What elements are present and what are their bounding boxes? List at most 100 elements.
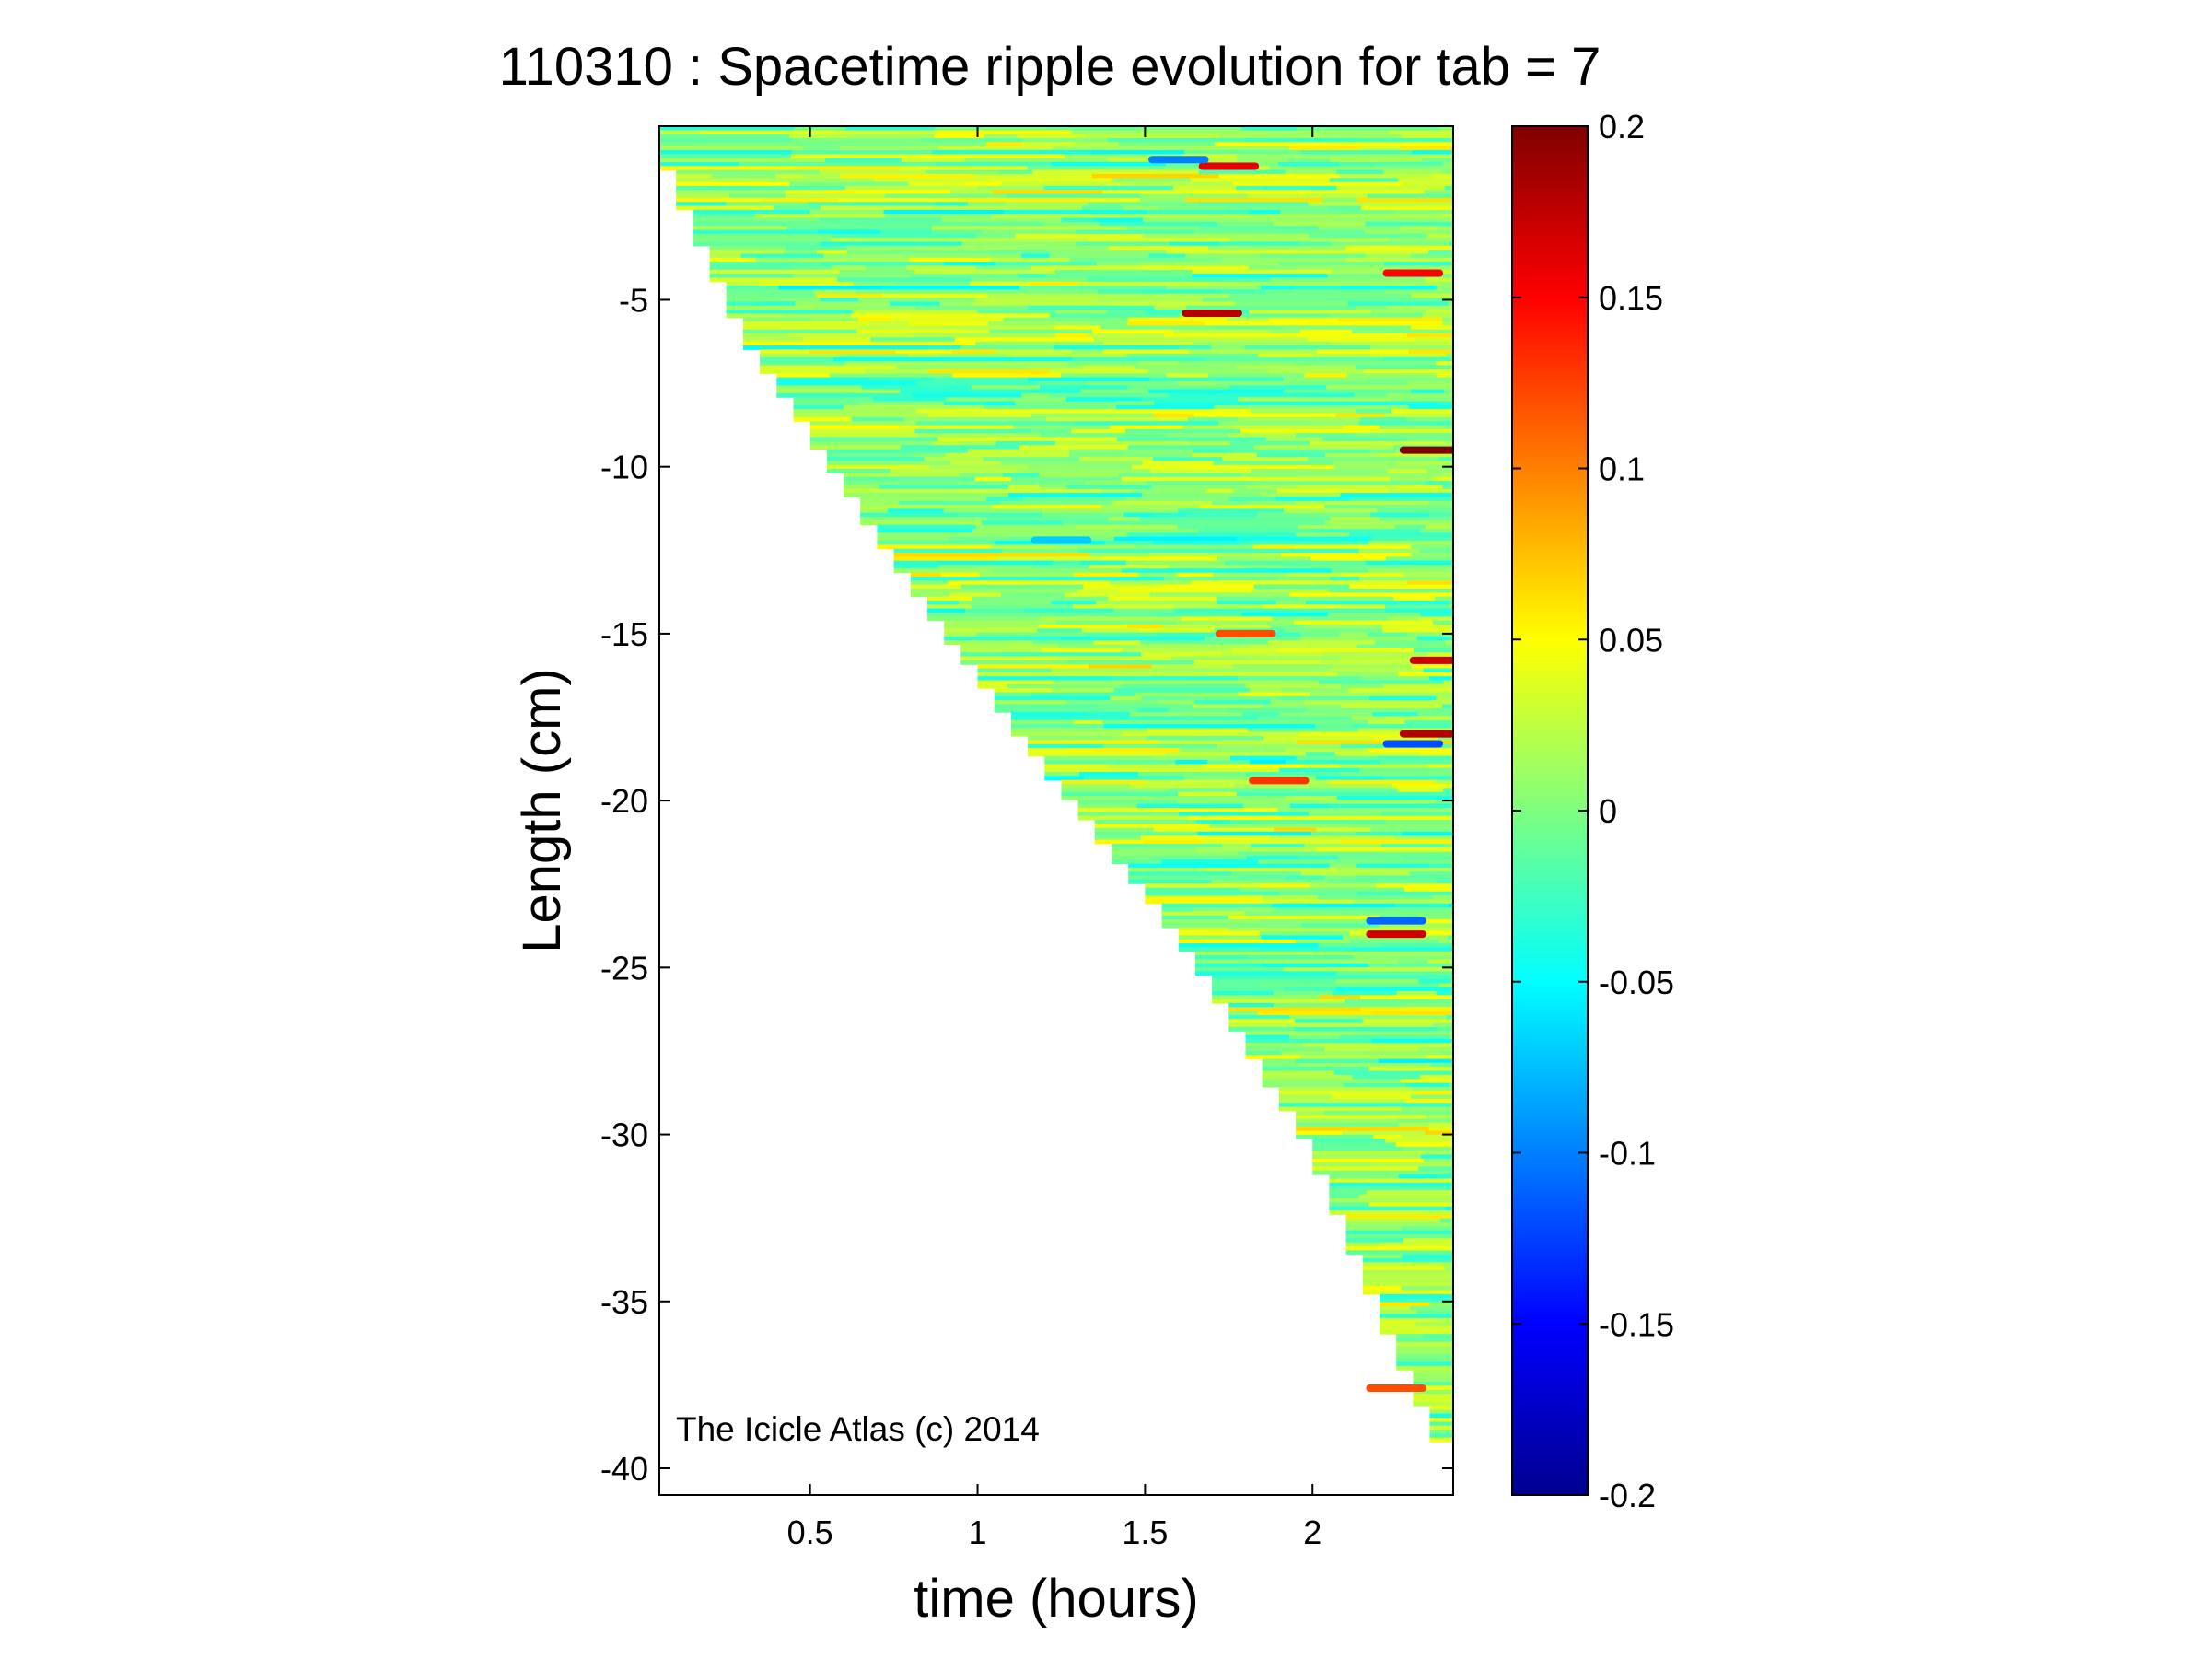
- heatmap-cell: [1444, 185, 1453, 191]
- heatmap-cell: [1317, 895, 1434, 901]
- heatmap-cell: [783, 313, 852, 319]
- heatmap-cell: [901, 158, 966, 163]
- heatmap-cell: [838, 197, 959, 203]
- heatmap-cell: [882, 286, 1020, 290]
- heatmap-cell: [1432, 1022, 1453, 1028]
- heatmap-cell: [1263, 185, 1337, 191]
- heatmap-cell: [676, 181, 790, 187]
- heatmap-cell: [948, 580, 1024, 586]
- heatmap-cell: [1143, 767, 1280, 773]
- heatmap-cell: [1071, 428, 1126, 434]
- heatmap-cell: [1040, 616, 1182, 622]
- heatmap-cell: [1402, 134, 1453, 139]
- heatmap-cell: [1261, 963, 1369, 968]
- heatmap: [659, 126, 1453, 1443]
- heatmap-cell: [1230, 440, 1310, 446]
- heatmap-cell: [1289, 592, 1425, 598]
- heatmap-cell: [1262, 704, 1342, 709]
- heatmap-cell: [1220, 257, 1347, 263]
- heatmap-cell: [1199, 202, 1310, 207]
- heatmap-cell: [1215, 380, 1289, 386]
- heatmap-cell: [1360, 416, 1407, 422]
- heatmap-cell: [1367, 193, 1453, 199]
- heatmap-cell: [1194, 963, 1263, 968]
- heatmap-cell: [1171, 656, 1251, 661]
- heatmap-cell: [972, 277, 1088, 283]
- heatmap-cell: [1113, 608, 1175, 613]
- heatmap-cell: [1309, 233, 1427, 239]
- heatmap-cell: [1275, 907, 1386, 913]
- heatmap-cell: [790, 154, 922, 159]
- heatmap-cell: [760, 353, 841, 358]
- heatmap-cell: [946, 493, 1009, 497]
- heatmap-cell: [1295, 250, 1429, 254]
- heatmap-cell: [1380, 1242, 1453, 1247]
- heatmap-cell: [1219, 241, 1300, 247]
- heatmap-cell: [938, 565, 1034, 569]
- heatmap-cell: [1313, 580, 1408, 586]
- colorbar-tick-label: 0: [1599, 792, 1617, 830]
- heatmap-cell: [1268, 317, 1339, 322]
- heatmap-cell: [1385, 716, 1453, 721]
- heatmap-cell: [847, 134, 936, 139]
- heatmap-cell: [1221, 289, 1266, 295]
- heatmap-cell: [1349, 584, 1453, 590]
- heatmap-cell: [1401, 1106, 1453, 1112]
- heatmap-cell: [1360, 1170, 1450, 1175]
- heatmap-cell: [1196, 779, 1225, 785]
- heatmap-cell: [809, 445, 902, 450]
- heatmap-cell: [1110, 425, 1184, 430]
- heatmap-cell: [809, 433, 917, 438]
- heatmap-cell: [1360, 995, 1453, 1000]
- heatmap-cell: [726, 310, 854, 314]
- heatmap-cell: [1437, 847, 1453, 853]
- heatmap-cell: [1312, 1166, 1419, 1172]
- heatmap-cell: [1028, 743, 1104, 749]
- heatmap-cell: [1194, 229, 1324, 235]
- heatmap-cell: [1380, 1298, 1438, 1303]
- heatmap-cell: [1298, 596, 1394, 602]
- heatmap-cell: [1292, 608, 1386, 613]
- heatmap-cell: [1279, 767, 1361, 773]
- heatmap-cell: [1300, 632, 1341, 637]
- heatmap-cell: [1139, 628, 1216, 634]
- heatmap-cell: [1395, 209, 1452, 215]
- heatmap-cell: [1348, 688, 1453, 693]
- heatmap-cell: [1326, 668, 1425, 673]
- heatmap-cell: [1428, 1127, 1453, 1132]
- heatmap-cell: [1126, 497, 1230, 502]
- heatmap-cell: [1362, 281, 1442, 286]
- heatmap-cell: [1028, 377, 1151, 382]
- heatmap-cell: [1356, 365, 1453, 370]
- heatmap-cell: [1061, 636, 1205, 641]
- heatmap-cell: [1058, 544, 1137, 550]
- heatmap-cell: [1076, 241, 1170, 247]
- heatmap-cell: [1080, 389, 1149, 394]
- heatmap-cell: [1212, 500, 1249, 506]
- heatmap-cell: [883, 293, 989, 298]
- heatmap-cell: [1411, 544, 1453, 550]
- heatmap-cell: [1296, 1118, 1399, 1124]
- heatmap-cell: [1065, 700, 1160, 705]
- heatmap-cell: [943, 401, 987, 406]
- heatmap-cell: [835, 130, 938, 135]
- heatmap-cell: [1397, 461, 1453, 466]
- y-axis: -5-10-15-20-25-30-35-40: [600, 281, 1453, 1488]
- heatmap-cell: [960, 660, 1067, 665]
- heatmap-cell: [676, 197, 763, 203]
- heatmap-cell: [1446, 353, 1453, 358]
- heatmap-cell: [1237, 158, 1288, 163]
- heatmap-cell: [774, 205, 821, 211]
- heatmap-cell: [1184, 680, 1320, 685]
- heatmap-cell: [1043, 185, 1174, 191]
- heatmap-cell: [1443, 680, 1453, 685]
- heatmap-cell: [928, 413, 1032, 418]
- heatmap-cell: [1329, 1194, 1359, 1199]
- heatmap-cell: [1441, 700, 1453, 705]
- heatmap-cell: [793, 397, 874, 403]
- heatmap-cell: [1396, 1365, 1453, 1371]
- heatmap-cell: [1054, 269, 1193, 275]
- heatmap-cell: [944, 640, 1033, 646]
- heatmap-cell: [793, 404, 844, 410]
- heatmap-cell: [840, 353, 909, 358]
